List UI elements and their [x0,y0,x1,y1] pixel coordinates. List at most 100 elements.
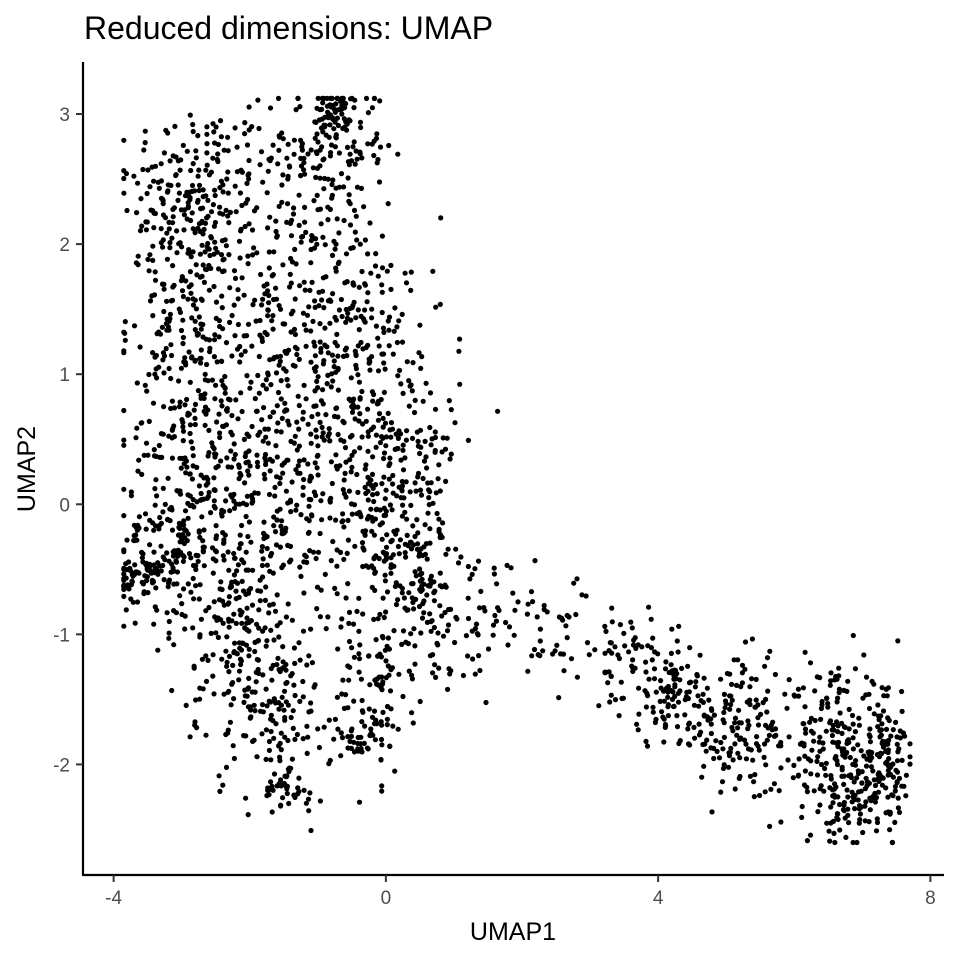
scatter-point [629,663,635,669]
scatter-point [250,252,256,258]
scatter-point [322,175,328,182]
scatter-point [178,327,185,334]
scatter-point [668,662,674,668]
scatter-point [190,302,197,308]
scatter-point [198,360,204,366]
scatter-point [380,325,386,331]
scatter-point [254,452,260,458]
scatter-point [228,702,234,708]
scatter-point [200,321,206,328]
scatter-point [360,421,366,427]
scatter-point [211,599,217,605]
scatter-point [180,317,186,323]
scatter-point [701,763,707,769]
scatter-point [225,134,231,140]
scatter-point [160,237,166,243]
scatter-point [322,325,328,331]
scatter-point [890,727,896,733]
scatter-point [145,167,151,173]
scatter-point [121,437,127,443]
scatter-point [142,128,148,134]
scatter-point [343,459,349,465]
scatter-point [198,490,204,497]
scatter-point [755,722,762,728]
scatter-point [185,200,191,206]
scatter-point [315,411,321,417]
scatter-point [353,366,359,372]
scatter-point [373,507,379,513]
scatter-point [381,389,387,395]
scatter-point [304,750,310,757]
scatter-point [262,451,269,458]
scatter-point [337,98,343,104]
scatter-point [192,401,199,407]
scatter-point [682,712,688,718]
scatter-point [372,263,379,269]
scatter-point [259,562,265,569]
scatter-point [478,588,484,595]
scatter-point [168,182,174,189]
scatter-point [334,694,340,700]
scatter-point [384,268,390,274]
scatter-point [284,377,290,383]
scatter-point [251,245,257,251]
scatter-point [888,733,894,739]
scatter-point [232,451,238,458]
scatter-point [275,389,282,396]
scatter-point [160,244,166,250]
scatter-point [657,698,663,705]
scatter-point [850,632,856,639]
scatter-point [395,543,401,550]
scatter-point [266,738,272,745]
scatter-point [231,572,237,578]
scatter-point [243,591,249,598]
scatter-point [244,615,250,621]
scatter-point [282,734,288,740]
scatter-point [175,182,181,188]
scatter-point [817,748,823,754]
scatter-point [857,817,863,823]
scatter-point [823,728,829,734]
scatter-point [308,827,314,834]
scatter-point [231,611,237,617]
scatter-point [223,243,229,249]
scatter-point [121,350,127,356]
scatter-point [391,628,397,634]
scatter-point [121,190,127,196]
scatter-point [290,211,297,217]
scatter-point [197,251,203,257]
scatter-point [308,359,314,365]
scatter-point [263,643,269,649]
scatter-point [245,812,251,818]
scatter-point [365,342,371,348]
scatter-point [708,730,715,737]
scatter-point [305,151,311,157]
scatter-point [387,743,393,749]
scatter-point [830,800,836,806]
scatter-point [469,571,475,578]
scatter-point [153,352,159,359]
scatter-point [360,709,366,715]
scatter-point [227,285,233,291]
scatter-point [169,398,175,404]
scatter-point [313,555,319,562]
scatter-point [139,555,145,561]
scatter-point [841,773,847,779]
scatter-point [306,503,312,509]
scatter-point [122,337,128,343]
scatter-point [376,411,383,417]
scatter-point [177,240,183,246]
scatter-point [739,670,746,676]
scatter-point [246,433,252,439]
scatter-point [368,477,374,483]
scatter-point [360,611,366,617]
scatter-point [846,726,852,732]
scatter-point [191,596,197,602]
scatter-point [448,668,454,674]
scatter-point [139,549,145,556]
scatter-point [481,605,487,611]
scatter-point [293,261,299,267]
scatter-point [886,717,892,724]
scatter-point [571,580,577,586]
scatter-point [218,134,224,140]
